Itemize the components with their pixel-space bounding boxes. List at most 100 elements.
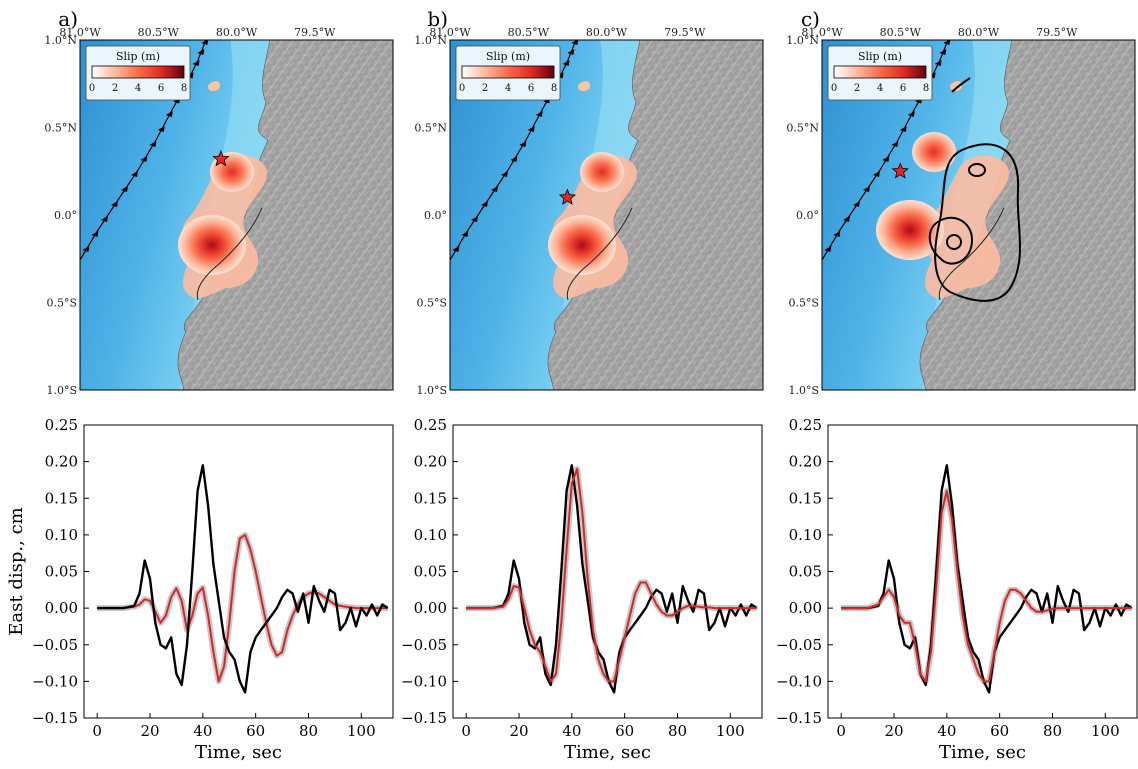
waveform-plot-1: 0 20 40 60 80 100 0.25 0.20 0.15 0.10 0.05 0.00 −0.0… [401, 416, 763, 763]
coastline [938, 207, 1005, 301]
slip-maximum [876, 200, 944, 260]
y-tick-label: 0.20 [45, 453, 78, 471]
trench-triangle [157, 126, 165, 132]
legend-tick: 6 [528, 83, 534, 94]
legend-tick: 4 [505, 83, 511, 94]
lat-label: 0.0° [796, 209, 819, 222]
trench-triangle [111, 201, 118, 207]
x-tick-label: 80 [1043, 722, 1062, 740]
x-tick-label: 60 [246, 722, 265, 740]
trench-triangle [140, 156, 148, 162]
slip-secondary [912, 132, 956, 172]
coastline [566, 207, 633, 301]
lat-label: 0.5°N [44, 122, 77, 135]
y-tick-label: −0.10 [32, 672, 78, 690]
y-tick-label: −0.15 [32, 709, 78, 727]
x-tick-label: 40 [937, 722, 956, 740]
panel-label: c) [801, 7, 820, 31]
x-tick-label: 60 [615, 722, 634, 740]
plot-frame [452, 424, 763, 719]
trench-triangle [527, 126, 535, 132]
trench-triangle [201, 40, 209, 45]
trench-triangle [843, 216, 850, 222]
trench-triangle [461, 231, 469, 237]
y-tick-label: −0.05 [776, 636, 822, 654]
trench-triangle [907, 111, 915, 117]
slip-legend: Slip (m) 0 2 4 6 8 [827, 45, 933, 101]
y-tick-label: 0.05 [414, 563, 447, 581]
x-tick-label: 0 [836, 722, 846, 740]
lon-label: 80.0°W [216, 26, 258, 39]
lat-label: 1.0°S [416, 384, 447, 397]
trench-triangle [91, 231, 99, 237]
map-frame [449, 39, 764, 391]
legend-tick: 2 [482, 83, 488, 94]
legend-tick: 8 [923, 83, 929, 94]
x-tick-label: 20 [509, 722, 528, 740]
y-tick-label: 0.00 [45, 599, 78, 617]
y-tick-label: 0.15 [789, 489, 822, 507]
trench-triangle [833, 231, 841, 237]
contour-inner [946, 234, 962, 250]
legend-tick: 0 [831, 83, 837, 94]
lon-label: 79.5°W [1036, 26, 1078, 39]
lon-label: 81.0°W [801, 26, 843, 39]
hypocenter-star [558, 188, 577, 205]
trench-triangle [121, 186, 128, 192]
lat-label: 0.5°S [46, 297, 77, 310]
waveform-plot-0: 0 20 40 60 80 100 0.25 0.20 0.15 0.10 0.05 0.00 −0.0… [6, 416, 394, 763]
lat-label: 0.0° [54, 209, 77, 222]
lon-label: 80.0°W [958, 26, 1000, 39]
trench-triangle [149, 141, 157, 147]
hypocenter-star [891, 162, 909, 179]
legend-colorbar [461, 65, 555, 79]
trench-triangle [571, 40, 579, 45]
lat-label: 1.0°S [788, 384, 819, 397]
legend-tick: 0 [89, 83, 95, 94]
synthetic-waveform [466, 468, 757, 683]
trench-triangle [101, 216, 108, 222]
plot-frame [827, 424, 1138, 719]
y-tick-label: −0.15 [401, 709, 447, 727]
island [577, 80, 591, 92]
trench-triangle [934, 60, 942, 66]
contour-fragment [951, 77, 971, 93]
trench-triangle [567, 49, 575, 55]
trench-triangle [481, 201, 488, 207]
legend-tick: 0 [459, 83, 465, 94]
synthetic-waveform [841, 489, 1132, 683]
y-tick-label: −0.05 [401, 636, 447, 654]
x-tick-label: 0 [461, 722, 471, 740]
map-panel-1: Slip (m) 0 2 4 6 8 81.0°W 80.5°W 80.0°W 79.5°W 1.0… [414, 7, 764, 397]
y-tick-label: −0.10 [401, 672, 447, 690]
lat-label: 1.0°N [44, 34, 77, 47]
lat-label: 0.0° [424, 209, 447, 222]
y-tick-label: 0.15 [45, 489, 78, 507]
trench-triangle [853, 201, 860, 207]
lon-label: 79.5°W [294, 26, 336, 39]
y-tick-label: −0.15 [776, 709, 822, 727]
x-tick-label: 60 [990, 722, 1009, 740]
lon-label: 80.5°W [138, 26, 180, 39]
legend-tick: 4 [877, 83, 883, 94]
legend-tick: 2 [112, 83, 118, 94]
x-tick-label: 0 [92, 722, 102, 740]
lat-label: 0.5°S [788, 297, 819, 310]
y-tick-label: 0.00 [414, 599, 447, 617]
trench-triangle [562, 60, 570, 66]
island [207, 80, 221, 92]
legend-title: Slip (m) [116, 50, 160, 63]
y-axis-title: East disp., cm [6, 507, 27, 635]
lat-label: 1.0°N [786, 34, 819, 47]
legend-colorbar [833, 65, 927, 79]
y-tick-label: 0.00 [789, 599, 822, 617]
y-tick-label: 0.10 [789, 526, 822, 544]
y-tick-label: 0.25 [789, 416, 822, 434]
trench-triangle [863, 186, 870, 192]
x-tick-label: 20 [884, 722, 903, 740]
trench-triangle [501, 171, 508, 177]
trench-triangle [471, 216, 478, 222]
trench-triangle [519, 141, 527, 147]
trench-triangle [943, 40, 951, 45]
trench-triangle [491, 186, 498, 192]
